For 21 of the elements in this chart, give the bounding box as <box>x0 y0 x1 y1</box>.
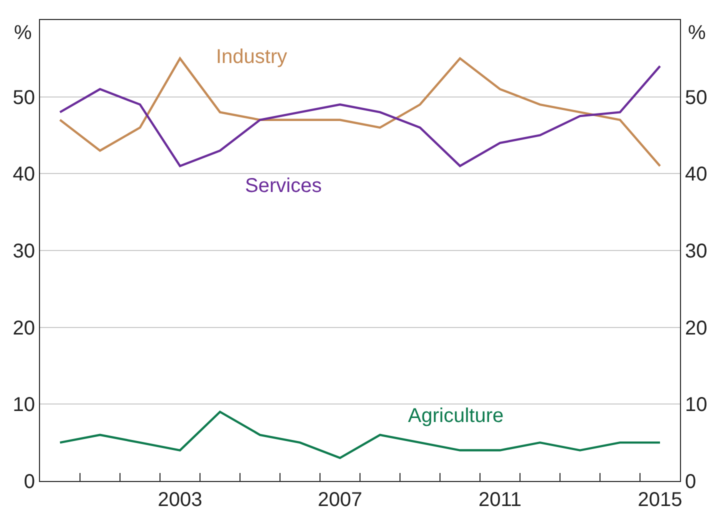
y2-axis-title: % <box>688 22 706 44</box>
y-tick-label: 20 <box>12 317 35 340</box>
x-tick-label: 2015 <box>638 489 682 511</box>
y-tick-label: 10 <box>12 394 35 416</box>
x-tick-label: 2011 <box>478 489 522 511</box>
y-axis-title: % <box>14 22 32 44</box>
y-tick-label: 40 <box>12 164 35 186</box>
y2-tick-label: 0 <box>685 471 696 493</box>
series-label: Industry <box>216 46 288 68</box>
y2-tick-label: 30 <box>685 240 708 262</box>
y2-tick-label: 20 <box>685 317 708 340</box>
y-tick-label: 30 <box>12 240 35 262</box>
y2-tick-label: 50 <box>685 86 708 109</box>
y2-tick-label: 10 <box>685 394 708 416</box>
y-tick-label: 0 <box>24 471 35 493</box>
series-label: Agriculture <box>408 405 504 427</box>
series-label: Services <box>245 175 322 197</box>
x-tick-label: 2007 <box>318 489 362 511</box>
x-tick-label: 2003 <box>158 489 202 511</box>
y2-tick-label: 40 <box>685 164 708 186</box>
y-tick-label: 50 <box>12 86 35 109</box>
